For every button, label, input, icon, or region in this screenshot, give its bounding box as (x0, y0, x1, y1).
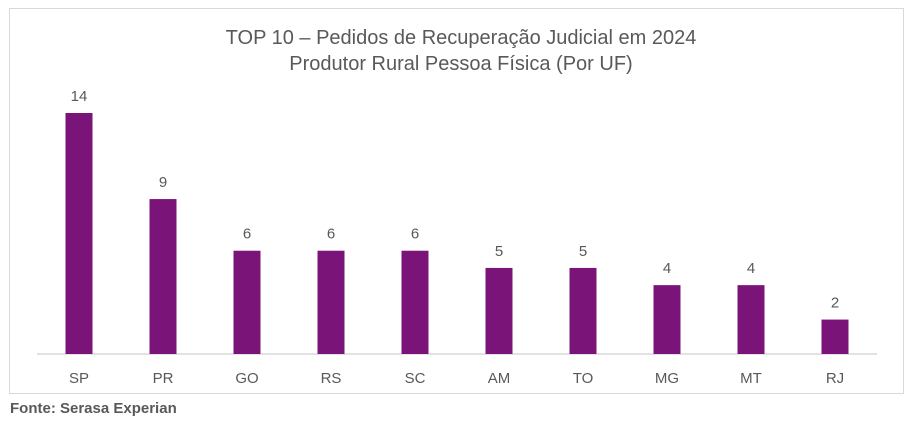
bar-pr (149, 199, 177, 354)
bar-rj (821, 319, 849, 354)
data-label-rs: 6 (327, 226, 335, 243)
chart-subtitle: Produtor Rural Pessoa Física (Por UF) (289, 53, 633, 75)
x-tick-label-am: AM (488, 370, 511, 387)
data-label-go: 6 (243, 226, 251, 243)
data-label-sc: 6 (411, 226, 419, 243)
bar-am (485, 267, 513, 354)
x-tick-label-sp: SP (69, 370, 89, 387)
data-label-pr: 9 (159, 174, 167, 191)
x-tick-label-mg: MG (655, 370, 679, 387)
bar-go (233, 250, 261, 354)
bar-to (569, 267, 597, 354)
bar-sc (401, 250, 429, 354)
bar-rs (317, 250, 345, 354)
x-tick-label-to: TO (573, 370, 594, 387)
data-label-mg: 4 (663, 260, 671, 277)
source-note: Fonte: Serasa Experian (10, 400, 177, 417)
data-label-sp: 14 (71, 88, 88, 105)
bar-mt (737, 285, 765, 354)
x-tick-label-rs: RS (321, 370, 342, 387)
chart-title: TOP 10 – Pedidos de Recuperação Judicial… (225, 27, 697, 49)
x-tick-label-mt: MT (740, 370, 762, 387)
data-label-mt: 4 (747, 260, 755, 277)
x-tick-label-rj: RJ (826, 370, 844, 387)
x-tick-label-pr: PR (153, 370, 174, 387)
bar-sp (65, 113, 93, 354)
x-tick-label-sc: SC (405, 370, 426, 387)
bar-mg (653, 285, 681, 354)
data-label-am: 5 (495, 243, 503, 260)
x-tick-label-go: GO (235, 370, 258, 387)
data-label-to: 5 (579, 243, 587, 260)
data-label-rj: 2 (831, 295, 839, 312)
